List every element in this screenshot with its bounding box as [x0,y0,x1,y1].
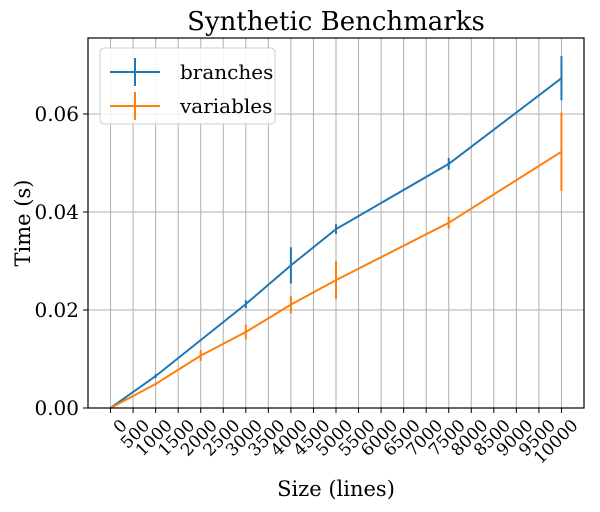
y-axis: 0.00 0.02 0.04 0.06 [34,102,88,420]
series-layer [109,56,563,409]
series-variables [109,112,563,409]
series-line [110,150,563,409]
x-axis-label: Size (lines) [277,477,395,501]
chart-title: Synthetic Benchmarks [187,7,485,37]
y-tick-label: 0.04 [34,200,79,224]
x-axis: 0500100015002000250030003500400045005000… [110,408,582,468]
y-tick-label: 0.02 [34,298,79,322]
y-axis-label: Time (s) [11,180,35,267]
legend: branches variables [99,47,276,125]
series-branches [109,56,563,409]
legend-label: variables [179,94,272,118]
legend-label: branches [180,60,273,84]
y-tick-label: 0.06 [34,102,79,126]
y-tick-label: 0.00 [34,396,79,420]
